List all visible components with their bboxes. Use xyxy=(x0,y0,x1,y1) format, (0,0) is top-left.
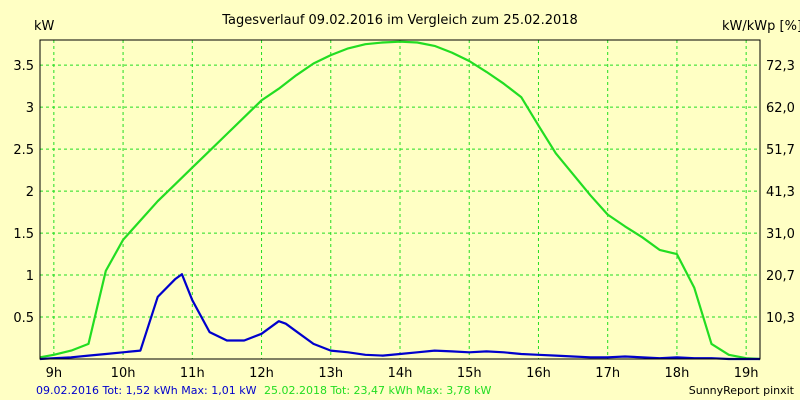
y-axis-label-left: kW xyxy=(34,19,55,34)
y-tick-label-left: 3.5 xyxy=(13,59,34,74)
axis-layer: 9h 10h 11h 12h 13h 14h 15h 16h 17h 18h 19h 0.5 10,3 1… xyxy=(13,39,795,381)
y-tick-label-right: 10,3 xyxy=(766,311,795,326)
y-tick-label-right: 62,0 xyxy=(766,101,795,116)
y-tick-label-right: 72,3 xyxy=(766,59,795,74)
y-tick-label-left: 3 xyxy=(26,101,34,116)
y-tick-label-right: 41,3 xyxy=(766,185,795,200)
x-tick-label: 14h xyxy=(388,366,413,381)
y-tick-label-left: 1 xyxy=(26,269,34,284)
y-axis-label-right: kW/kWp [%] xyxy=(722,19,800,34)
x-tick-label: 19h xyxy=(734,366,759,381)
x-tick-label: 17h xyxy=(595,366,620,381)
footer-summary-2018: 25.02.2018 Tot: 23,47 kWh Max: 3,78 kW xyxy=(264,384,492,397)
y-tick-label-left: 2.5 xyxy=(13,143,34,158)
series-layer xyxy=(39,40,761,361)
x-tick-label: 9h xyxy=(46,366,63,381)
x-tick-label: 18h xyxy=(665,366,690,381)
y-tick-label-left: 1.5 xyxy=(13,227,34,242)
series-line-25-02-2018 xyxy=(39,40,761,361)
y-tick-label-right: 51,7 xyxy=(766,143,795,158)
x-tick-label: 12h xyxy=(249,366,274,381)
y-tick-label-right: 20,7 xyxy=(766,269,795,284)
y-tick-label-left: 0.5 xyxy=(13,311,34,326)
y-tick-label-right: 31,0 xyxy=(766,227,795,242)
grid xyxy=(40,40,760,359)
x-tick-label: 15h xyxy=(457,366,482,381)
x-tick-label: 13h xyxy=(318,366,343,381)
footer-credit: SunnyReport pinxit xyxy=(689,384,795,397)
y-tick-label-left: 2 xyxy=(26,185,34,200)
x-tick-label: 11h xyxy=(180,366,205,381)
plot-frame xyxy=(39,39,761,360)
x-tick-label: 10h xyxy=(111,366,136,381)
series-line-09-02-2016 xyxy=(39,273,760,361)
footer-summary: 09.02.2016 Tot: 1,52 kWh Max: 1,01 kW 25… xyxy=(36,384,492,397)
footer-summary-2016: 09.02.2016 Tot: 1,52 kWh Max: 1,01 kW xyxy=(36,384,257,397)
x-tick-label: 16h xyxy=(526,366,551,381)
chart-title: Tagesverlauf 09.02.2016 im Vergleich zum… xyxy=(221,13,578,28)
